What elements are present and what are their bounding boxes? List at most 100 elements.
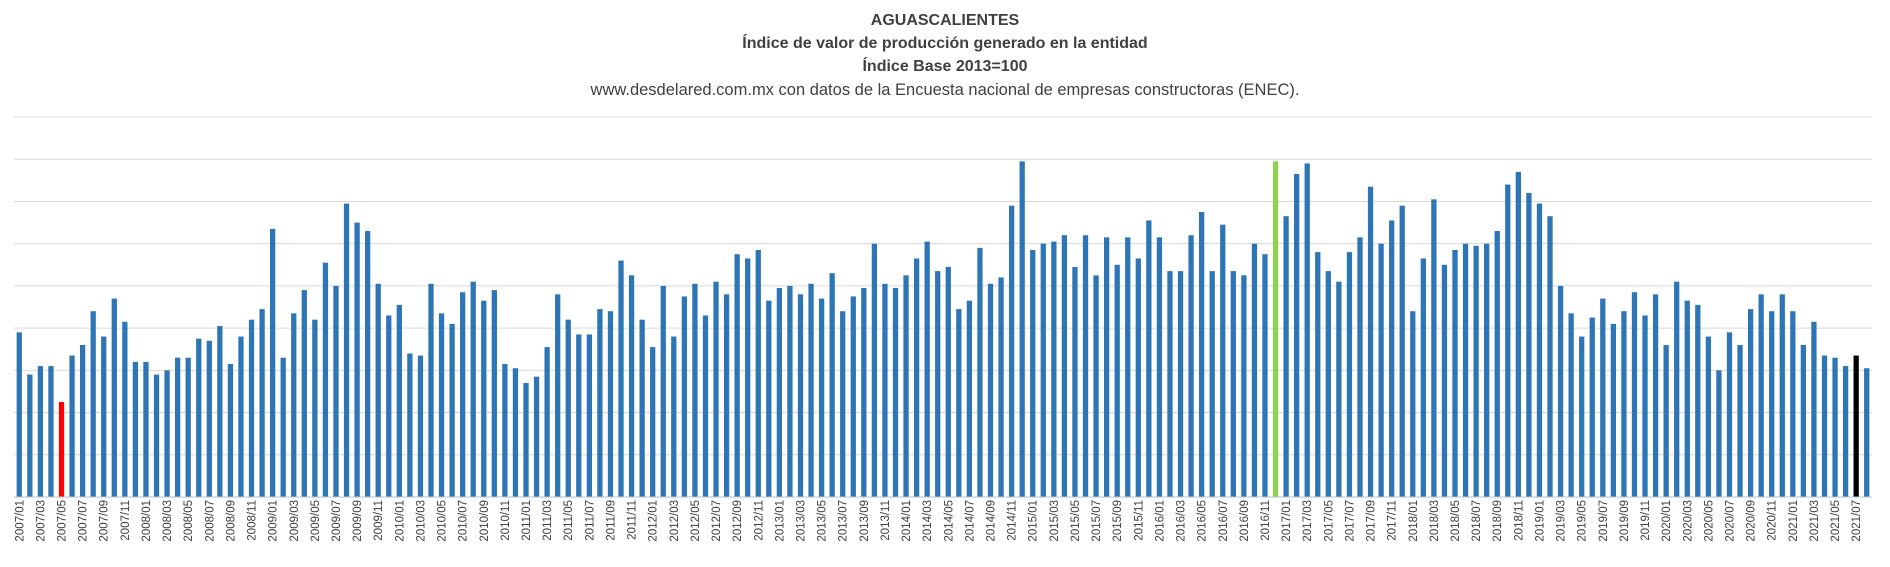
bar-2021-04 <box>1821 355 1828 497</box>
x-tick-label: 2012/07 <box>711 500 723 542</box>
x-tick-label: 2016/09 <box>1239 500 1251 542</box>
bar-2015-10 <box>1125 237 1131 497</box>
bar-2010-11 <box>502 364 508 497</box>
bar-2013-01 <box>776 288 783 497</box>
x-tick-label: 2021/05 <box>1830 500 1842 542</box>
x-tick-label: 2007/01 <box>14 500 26 542</box>
bar-2021-06 <box>1842 366 1849 497</box>
bar-2009-02 <box>280 357 286 497</box>
bar-2016-03 <box>1177 271 1184 497</box>
x-tick-label: 2013/05 <box>817 500 829 542</box>
x-tick-label: 2008/01 <box>141 500 153 542</box>
bar-2007-07 <box>79 345 86 497</box>
x-tick-label: 2008/05 <box>183 500 195 542</box>
bar-2008-08 <box>217 326 223 497</box>
x-tick-label: 2014/03 <box>922 500 934 542</box>
bar-2011-04 <box>555 294 561 497</box>
bar-2013-04 <box>808 283 814 497</box>
bar-2021-05 <box>1832 357 1838 497</box>
bar-2008-07 <box>206 340 212 497</box>
x-tick-label: 2011/09 <box>605 500 617 541</box>
x-tick-label: 2019/03 <box>1556 500 1568 542</box>
bar-2018-11 <box>1515 171 1521 497</box>
bar-2009-10 <box>365 231 371 497</box>
bar-2008-09 <box>227 364 234 497</box>
bar-2009-06 <box>322 262 329 497</box>
x-tick-label: 2015/03 <box>1049 500 1061 542</box>
x-tick-label: 2019/01 <box>1534 500 1546 542</box>
x-tick-label: 2015/07 <box>1091 500 1103 542</box>
bar-2011-11 <box>628 275 635 497</box>
x-tick-label: 2013/03 <box>795 500 807 542</box>
x-tick-label: 2009/03 <box>289 500 301 542</box>
x-tick-label: 2012/03 <box>669 500 681 542</box>
x-tick-label: 2013/09 <box>859 500 871 542</box>
bar-2018-08 <box>1484 243 1490 497</box>
x-tick-label: 2014/09 <box>986 500 998 542</box>
x-tick-label: 2017/09 <box>1366 500 1378 542</box>
bar-2019-08 <box>1610 323 1616 497</box>
bar-2020-11 <box>1769 311 1775 497</box>
bar-2011-07 <box>586 334 592 497</box>
bar-2020-08 <box>1737 345 1743 497</box>
x-tick-label: 2009/07 <box>331 500 343 542</box>
bar-2016-06 <box>1209 271 1215 497</box>
bar-2008-01 <box>143 361 149 497</box>
bar-2019-12 <box>1652 294 1659 497</box>
chart-subtitle: Índice de valor de producción generado e… <box>742 35 1148 52</box>
x-tick-labels: 2007/01 2007/03 2007/05 2007/07 2007/09 2007/… <box>14 500 1863 542</box>
x-tick-label: 2017/03 <box>1302 500 1314 542</box>
bar-2012-07 <box>713 281 719 497</box>
bar-2012-01 <box>650 347 656 497</box>
bar-2021-01 <box>1790 311 1796 497</box>
x-tick-label: 2016/07 <box>1218 500 1230 542</box>
bar-2016-09 <box>1241 275 1247 497</box>
x-tick-label: 2007/05 <box>57 500 69 542</box>
bar-2015-11 <box>1135 258 1141 497</box>
bar-2010-08 <box>470 281 476 497</box>
bar-2019-07 <box>1600 298 1606 497</box>
x-tick-label: 2018/09 <box>1492 500 1504 542</box>
x-tick-label: 2015/01 <box>1028 500 1040 542</box>
bar-2018-12 <box>1526 193 1532 497</box>
bar-2011-12 <box>639 319 645 497</box>
bar-2014-09 <box>987 283 994 497</box>
bar-2017-02 <box>1294 174 1300 497</box>
bar-2014-03 <box>924 241 930 497</box>
bar-2012-04 <box>681 296 687 497</box>
bar-2009-04 <box>301 290 307 497</box>
x-tick-label: 2011/05 <box>563 500 575 541</box>
x-tick-label: 2010/05 <box>437 500 449 542</box>
bar-2011-06 <box>576 334 582 497</box>
bar-2021-07 <box>1853 355 1859 497</box>
x-tick-label: 2018/11 <box>1513 500 1525 541</box>
bar-2014-06 <box>956 309 962 497</box>
bar-2021-02 <box>1800 345 1807 497</box>
bar-2014-11 <box>1008 205 1015 498</box>
x-tick-label: 2007/11 <box>120 500 132 541</box>
bar-2018-02 <box>1420 258 1426 497</box>
bar-2010-02 <box>407 353 413 497</box>
bar-2012-06 <box>702 315 709 497</box>
bar-2007-10 <box>111 298 117 497</box>
bar-2019-05 <box>1579 336 1585 497</box>
x-tick-label: 2018/03 <box>1429 500 1441 542</box>
x-tick-label: 2018/01 <box>1408 500 1420 542</box>
bar-2010-12 <box>512 368 519 497</box>
bar-2017-01 <box>1283 216 1289 497</box>
chart-source: www.desdelared.com.mx con datos de la En… <box>590 81 1300 99</box>
bar-2013-11 <box>882 283 888 497</box>
bar-2011-09 <box>607 311 614 497</box>
bar-2013-02 <box>787 285 793 497</box>
bar-2010-06 <box>449 323 455 497</box>
bar-2015-08 <box>1103 237 1110 497</box>
bar-2015-12 <box>1146 220 1152 497</box>
bar-2020-07 <box>1726 332 1733 497</box>
x-tick-label: 2020/03 <box>1682 500 1694 542</box>
bar-2014-10 <box>998 277 1004 497</box>
x-tick-label: 2018/07 <box>1471 500 1483 542</box>
x-tick-label: 2011/11 <box>627 500 639 540</box>
bar-2020-05 <box>1705 336 1712 497</box>
bar-2007-06 <box>69 355 75 497</box>
